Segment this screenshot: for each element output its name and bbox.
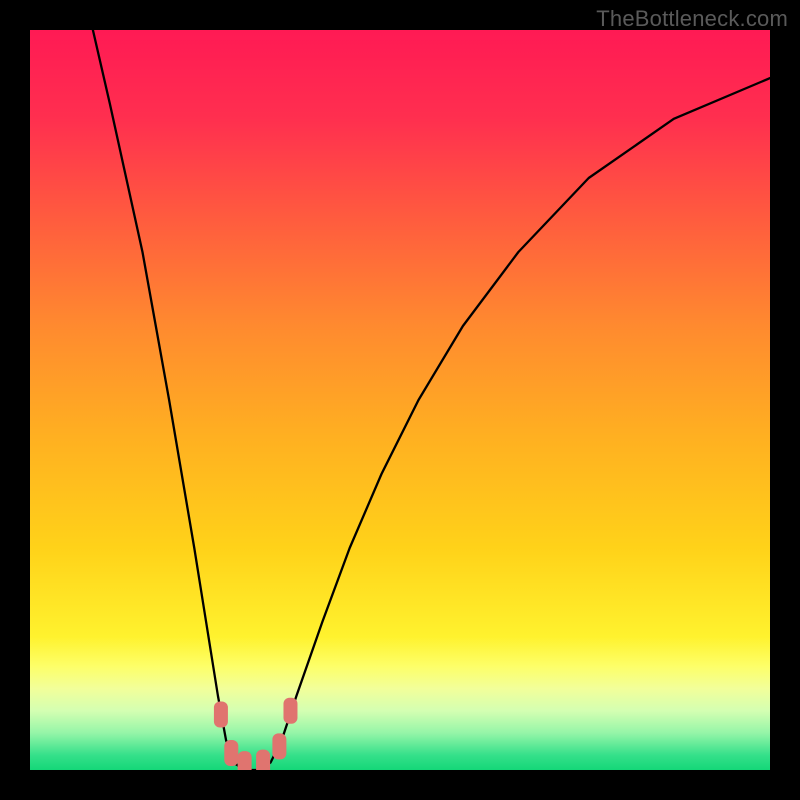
watermark-text: TheBottleneck.com (596, 6, 788, 32)
curve-marker (256, 750, 270, 770)
plot-area (30, 30, 770, 770)
curve-marker (224, 740, 238, 766)
curve-marker (272, 733, 286, 759)
curve-layer (30, 30, 770, 770)
curve-marker (214, 702, 228, 728)
curve-marker (283, 698, 297, 724)
curve-marker (238, 751, 252, 770)
bottleneck-curve (93, 30, 770, 770)
